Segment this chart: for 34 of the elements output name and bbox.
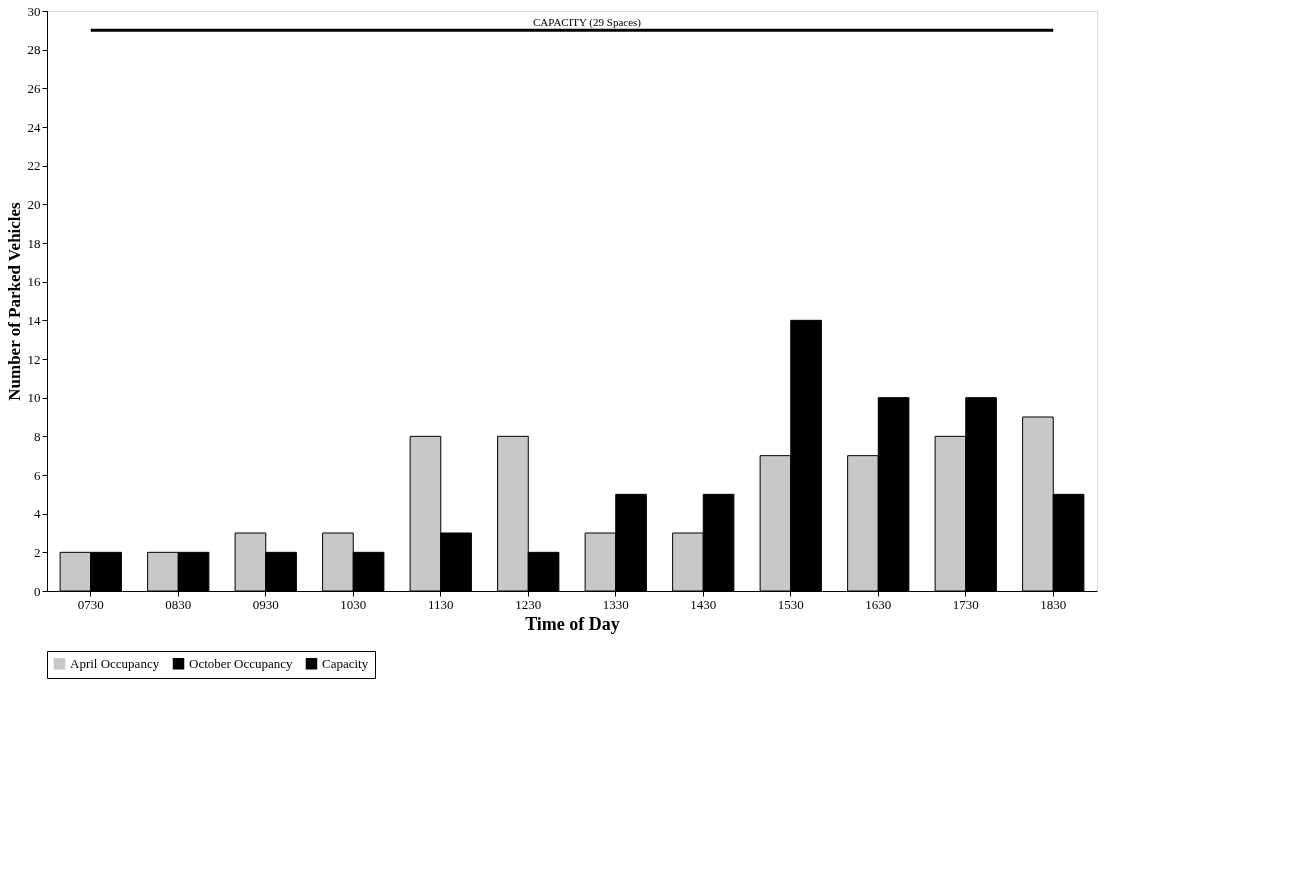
y-tick-label: 18	[27, 235, 41, 251]
y-tick-label: 10	[27, 390, 41, 406]
y-tick-label: 8	[34, 428, 41, 444]
x-tick-label: 1730	[952, 596, 979, 612]
x-tick-label: 0730	[77, 596, 104, 612]
x-tick-label: 0830	[165, 596, 192, 612]
x-tick-label: 1830	[1040, 596, 1067, 612]
x-tick-label: 1230	[515, 596, 542, 612]
y-tick-label: 22	[27, 158, 41, 174]
y-tick-label: 0	[34, 583, 41, 599]
y-tick-label: 26	[27, 80, 41, 96]
y-tick-label: 12	[27, 351, 41, 367]
x-tick-label: 1430	[690, 596, 717, 612]
x-axis-title: Time of Day	[525, 613, 620, 634]
x-tick-label: 0930	[252, 596, 279, 612]
y-tick-label: 6	[34, 467, 41, 483]
x-tick-label: 1530	[777, 596, 804, 612]
y-tick-label: 14	[27, 312, 41, 328]
y-tick-label: 2	[34, 544, 41, 560]
y-tick-label: 4	[34, 506, 41, 522]
legend-label: Capacity	[322, 655, 369, 671]
y-tick-label: 24	[27, 119, 41, 135]
annotation: CAPACITY (29 Spaces)	[533, 16, 642, 29]
x-tick-label: 1630	[865, 596, 892, 612]
y-tick-label: 28	[27, 42, 41, 58]
x-tick-label: 1030	[340, 596, 367, 612]
y-tick-label: 30	[27, 3, 41, 19]
y-tick-label: 16	[27, 274, 41, 290]
legend-label: April Occupancy	[70, 655, 160, 671]
x-tick-label: 1130	[427, 596, 454, 612]
x-tick-label: 1330	[602, 596, 629, 612]
y-tick-label: 20	[27, 196, 41, 212]
legend-label: October Occupancy	[189, 655, 294, 671]
y-axis-title: Number of Parked Vehicles	[4, 201, 24, 401]
